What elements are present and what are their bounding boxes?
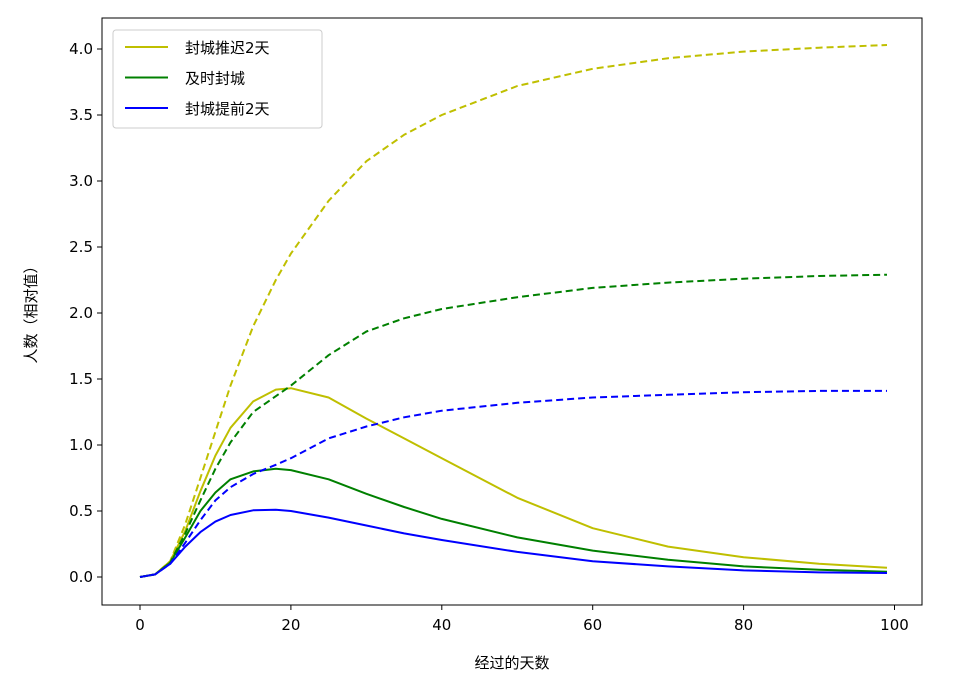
y-tick-label: 4.0 xyxy=(69,40,93,58)
y-tick-label: 2.0 xyxy=(69,304,93,322)
x-tick-label: 100 xyxy=(880,616,909,634)
legend-label: 封城提前2天 xyxy=(185,100,270,118)
x-tick-label: 0 xyxy=(135,616,145,634)
y-tick-label: 0.5 xyxy=(69,502,93,520)
y-axis-label: 人数（相对值） xyxy=(22,258,40,363)
series-line-1 xyxy=(139,467,888,578)
y-tick-label: 1.5 xyxy=(69,370,93,388)
x-tick-label: 40 xyxy=(432,616,451,634)
legend-box xyxy=(112,29,323,129)
x-axis-label: 经过的天数 xyxy=(474,654,549,672)
y-tick-label: 1.0 xyxy=(69,436,93,454)
y-tick-label: 2.5 xyxy=(69,238,93,256)
series-line-0 xyxy=(139,387,888,578)
series-line-4 xyxy=(139,273,888,578)
y-tick-label: 3.5 xyxy=(69,106,93,124)
series-line-3 xyxy=(139,44,888,578)
x-tick-label: 20 xyxy=(281,616,300,634)
legend-label: 及时封城 xyxy=(185,70,245,88)
x-tick-label: 60 xyxy=(583,616,602,634)
legend-label: 封城推迟2天 xyxy=(185,39,270,57)
series-line-2 xyxy=(139,508,888,578)
y-tick-label: 3.0 xyxy=(69,172,93,190)
plot-frame xyxy=(101,17,923,606)
y-tick-label: 0.0 xyxy=(69,568,93,586)
x-tick-label: 80 xyxy=(734,616,753,634)
series-line-5 xyxy=(139,389,887,578)
